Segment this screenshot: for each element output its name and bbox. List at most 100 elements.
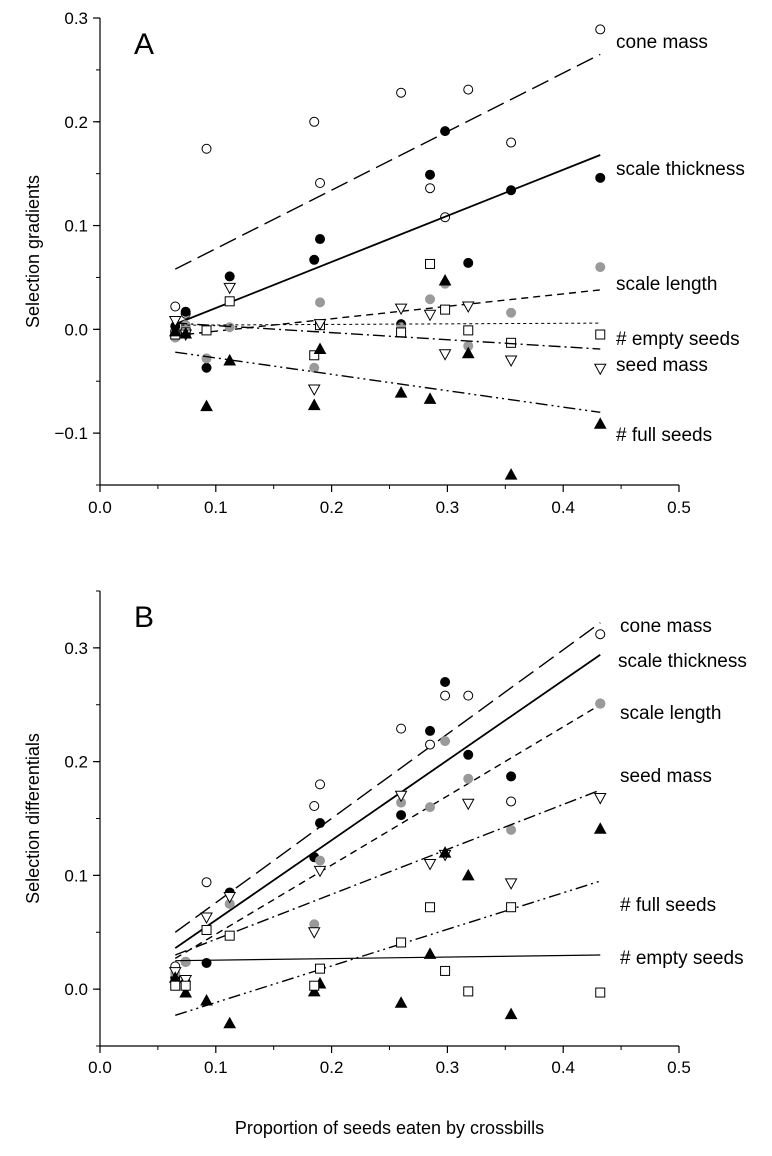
data-point-n-empty-seeds [309,350,320,361]
data-point-seed-mass [168,316,182,328]
data-point-scale-length [463,773,474,784]
data-point-n-full-seeds [438,846,452,858]
data-point-seed-mass [179,975,193,987]
data-point-n-empty-seeds [309,980,320,991]
data-point-cone-mass [396,723,407,734]
series-label: # full seeds [616,425,712,446]
data-point-cone-mass [315,779,326,790]
x-tick-label: 0.2 [320,1058,344,1077]
data-point-cone-mass [595,24,606,35]
series-label: scale thickness [618,651,747,672]
data-point-scale-thickness [425,169,436,180]
data-point-scale-thickness [315,234,326,245]
series-label: # full seeds [620,895,716,916]
data-point-scale-length [315,297,326,308]
series-scale-thickness: scale thickness [170,126,745,373]
data-point-scale-thickness [315,818,326,829]
data-point-seed-mass [461,301,475,314]
panel-label: B [134,601,154,634]
data-point-seed-mass [307,927,321,939]
fit-line-cone-mass [174,53,601,270]
data-point-n-full-seeds [504,468,518,480]
data-point-cone-mass [506,137,517,148]
data-point-n-empty-seeds [595,987,606,998]
data-point-scale-thickness [309,254,320,265]
y-tick-label: 0.1 [64,217,88,236]
y-tick-label: 0.0 [64,320,88,339]
data-point-cone-mass [425,739,436,750]
data-point-scale-length [506,307,517,318]
series-label: scale length [620,703,721,724]
data-point-scale-length [315,855,326,866]
data-point-n-full-seeds [593,822,607,834]
y-tick-label: 0.1 [64,866,88,885]
series-n-empty-seeds: # empty seeds [170,902,744,998]
data-point-n-full-seeds [179,326,193,339]
data-point-n-full-seeds [394,386,408,398]
data-point-seed-mass [593,793,607,805]
data-point-scale-thickness [506,185,517,196]
data-point-seed-mass [223,282,237,295]
series-label: scale thickness [616,159,745,180]
data-point-n-empty-seeds [396,327,407,338]
series-cone-mass: cone mass [170,24,708,319]
data-point-n-full-seeds [223,353,237,366]
data-point-n-full-seeds [313,342,327,355]
fit-line-n-empty-seeds [175,954,601,962]
data-point-scale-thickness [425,725,436,736]
series-label: cone mass [620,616,712,637]
fit-line-scale-thickness [174,154,601,325]
data-point-n-full-seeds [423,947,437,959]
fit-line-seed-mass [175,322,601,350]
series-label: scale length [616,274,717,295]
data-point-n-full-seeds [461,868,475,881]
fit-line-n-full-seeds [175,880,601,1016]
data-point-n-full-seeds [179,985,193,998]
data-point-scale-length [595,698,606,709]
fit-line-seed-mass [175,789,601,956]
data-point-seed-mass [504,878,518,890]
data-point-n-empty-seeds [396,937,407,948]
data-point-cone-mass [315,178,326,189]
series-scale-thickness: scale thickness [170,651,747,988]
data-point-scale-thickness [440,677,451,687]
panel-a-chart: 0.0 0.1 0.2 0.3 0.4 0.5 −0.1 0.0 0.1 0.2 0.3 Select… [23,9,745,517]
x-tick-label: 0.3 [436,1058,460,1077]
series-n-full-seeds: # full seeds [168,822,716,1029]
data-point-cone-mass [425,183,436,194]
data-point-scale-length [440,736,451,747]
data-point-n-empty-seeds [595,329,606,340]
data-point-cone-mass [309,800,320,811]
data-point-n-empty-seeds [425,902,436,913]
fit-line-scale-thickness [174,653,601,949]
data-point-n-full-seeds [593,417,607,429]
data-point-seed-mass [423,859,437,871]
fit-line-cone-mass [174,622,601,933]
fit-line-scale-length [174,704,601,960]
panel-b-chart: 0.0 0.1 0.2 0.3 0.4 0.5 0.0 0.1 0.2 0.3 Selection … [23,590,747,1138]
data-point-scale-length [595,262,606,273]
series-cone-mass: cone mass [170,616,712,972]
y-tick-label: −0.1 [54,424,88,443]
data-point-scale-thickness [463,257,474,268]
data-point-n-empty-seeds [170,980,181,991]
data-point-n-full-seeds [394,996,408,1008]
data-point-scale-thickness [440,126,451,137]
data-point-scale-thickness [201,362,212,373]
y-tick-label: 0.3 [64,639,88,658]
y-axis-label: Selection differentials [23,733,43,904]
data-point-n-empty-seeds [180,980,191,991]
x-tick-label: 0.5 [667,1058,691,1077]
series-label: seed mass [616,355,708,376]
data-point-scale-length [201,353,212,364]
axes-frame [99,18,679,486]
data-point-n-full-seeds [438,274,452,286]
data-point-scale-thickness [463,749,474,760]
data-point-cone-mass [506,796,517,807]
data-point-cone-mass [440,690,451,701]
data-point-n-empty-seeds [506,902,517,913]
data-point-scale-length [506,824,517,835]
data-point-n-empty-seeds [224,296,235,307]
y-tick-label: 0.3 [64,9,88,28]
